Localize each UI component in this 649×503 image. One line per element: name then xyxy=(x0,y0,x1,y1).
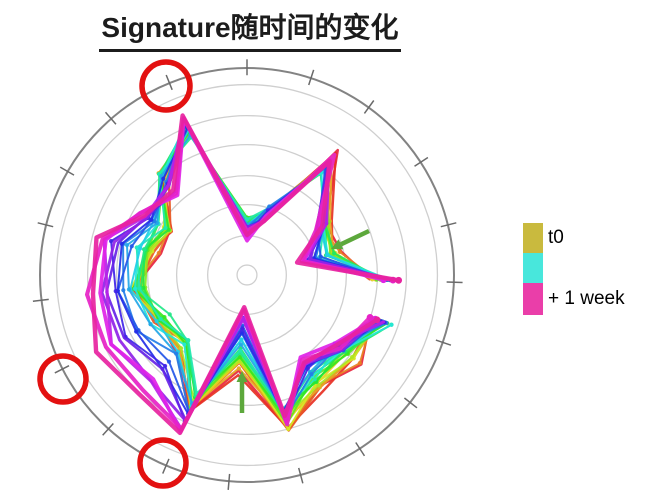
series-marker xyxy=(166,227,171,232)
grid-ring xyxy=(55,83,439,467)
legend-label-t0: t0 xyxy=(548,227,564,248)
grid-ring xyxy=(207,235,287,315)
series-marker xyxy=(126,287,132,292)
axis-tick xyxy=(32,298,49,303)
axis-tick xyxy=(440,222,457,228)
series-marker xyxy=(132,286,138,291)
series-marker xyxy=(161,176,166,181)
axis-tick xyxy=(363,100,375,114)
series-endpoint-marker xyxy=(373,316,381,324)
series-marker xyxy=(186,338,191,343)
axis-tick xyxy=(54,365,70,374)
series-marker xyxy=(138,246,143,251)
green-arrow-head xyxy=(331,239,344,250)
series-marker xyxy=(316,383,321,388)
series-marker xyxy=(152,219,157,224)
series-marker xyxy=(337,249,342,254)
axis-tick xyxy=(162,458,170,474)
series-marker xyxy=(108,239,114,244)
series-line xyxy=(84,115,396,432)
annotations xyxy=(37,59,370,489)
series-marker xyxy=(237,355,242,360)
legend-label-week1: + 1 week xyxy=(548,288,625,309)
grid-ring xyxy=(86,114,408,436)
axis-tick xyxy=(227,473,231,490)
red-circle-annotation xyxy=(137,437,189,489)
legend-swatch-t0 xyxy=(523,223,543,253)
series-marker xyxy=(154,318,159,324)
axis-tick xyxy=(403,397,418,409)
series-marker xyxy=(162,314,167,320)
series-marker xyxy=(312,377,317,382)
series-marker xyxy=(240,326,245,331)
series-marker xyxy=(239,337,244,342)
series-marker xyxy=(137,286,142,291)
series-marker xyxy=(236,366,241,371)
series-marker xyxy=(318,254,323,259)
series-marker xyxy=(121,288,126,293)
green-arrow-shaft xyxy=(339,228,370,247)
series-marker xyxy=(166,359,172,364)
series-marker xyxy=(148,322,153,327)
series-marker xyxy=(309,372,314,377)
series-marker xyxy=(389,322,394,327)
series-marker xyxy=(142,247,147,252)
series-line xyxy=(90,113,401,436)
page-title: Signature随时间的变化 xyxy=(0,6,500,52)
chart-title: Signature随时间的变化 xyxy=(99,6,401,52)
axis-tick xyxy=(104,111,117,125)
axis-tick xyxy=(435,339,452,346)
legend-swatch-mid xyxy=(523,253,543,283)
axis-tick xyxy=(165,74,173,91)
series-marker xyxy=(174,351,179,356)
series-marker xyxy=(182,342,187,347)
axis-tick xyxy=(37,222,54,228)
series-marker xyxy=(134,329,139,334)
series-marker xyxy=(286,426,291,432)
series-marker xyxy=(129,244,134,249)
grid-ring xyxy=(236,264,258,286)
series-marker xyxy=(238,342,244,347)
series-marker xyxy=(332,251,337,256)
series-marker xyxy=(156,250,161,256)
series-traces xyxy=(84,113,403,436)
axis-tick xyxy=(59,166,75,176)
series-marker xyxy=(244,217,250,222)
series-marker xyxy=(119,241,124,246)
axis-tick xyxy=(102,422,114,436)
series-marker xyxy=(162,363,168,369)
series-marker xyxy=(113,289,118,294)
axis-tick xyxy=(414,156,429,167)
series-marker xyxy=(238,348,243,353)
axis-ticks xyxy=(32,59,463,490)
legend-swatch-week1 xyxy=(523,283,543,315)
green-arrow-head xyxy=(236,371,248,382)
series-marker xyxy=(179,346,184,351)
series-endpoint-marker xyxy=(366,313,374,321)
axis-tick xyxy=(355,442,366,457)
red-circle-annotation xyxy=(37,353,89,405)
axis-tick xyxy=(446,281,463,284)
series-marker xyxy=(167,312,172,317)
red-circle-annotation xyxy=(139,59,193,113)
legend-swatches xyxy=(523,223,543,315)
axis-tick xyxy=(308,69,315,86)
series-marker xyxy=(324,253,329,258)
series-marker xyxy=(163,225,168,231)
series-endpoint-marker xyxy=(395,276,403,284)
axis-tick xyxy=(297,467,304,484)
series-marker xyxy=(357,361,362,366)
series-marker xyxy=(349,355,355,360)
series-marker xyxy=(305,366,310,371)
series-marker xyxy=(124,242,130,248)
series-marker xyxy=(158,316,163,322)
